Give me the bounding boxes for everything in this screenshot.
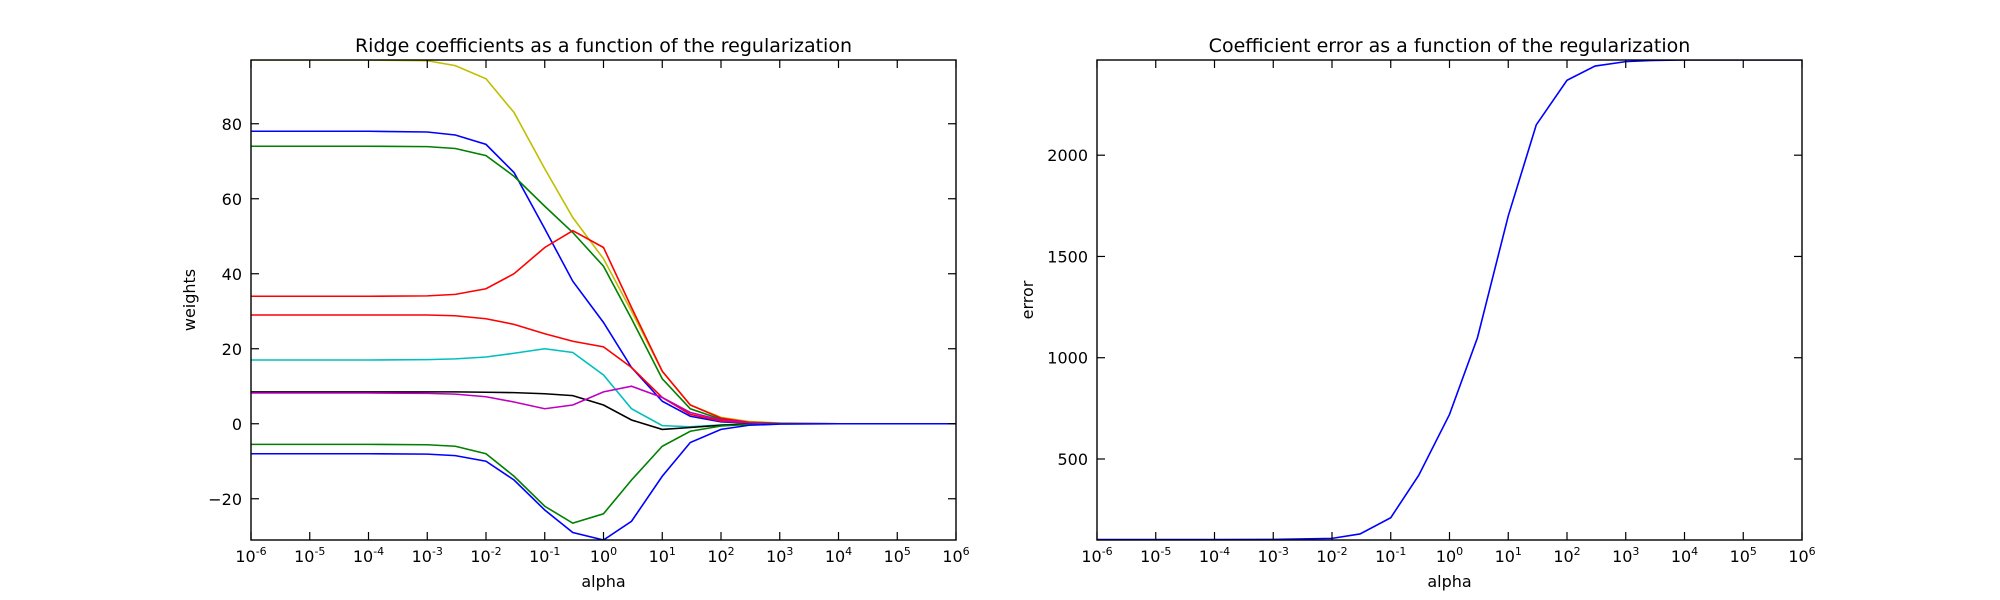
ridge-series-line-9 — [251, 422, 956, 540]
ridge-x-tick-label: 10-1 — [529, 545, 560, 566]
error-x-axis-label: alpha — [1427, 572, 1471, 591]
error-x-tick-label: 100 — [1436, 545, 1463, 566]
error-x-tick-label: 10-6 — [1081, 545, 1112, 566]
error-x-tick-label: 10-2 — [1316, 545, 1347, 566]
error-y-tick-label: 2000 — [1047, 146, 1088, 165]
ridge-x-tick-label: 104 — [825, 545, 852, 566]
error-x-tick-label: 10-1 — [1375, 545, 1406, 566]
error-x-tick-label: 106 — [1788, 545, 1815, 566]
ridge-x-tick-label: 101 — [649, 545, 676, 566]
error-y-tick-label: 1500 — [1047, 247, 1088, 266]
coefficient-error-chart: 10-6 10-5 10-4 10-3 10-2 10-1 100 101 102 103 104 1… — [1018, 35, 1816, 591]
ridge-y-tick-label: 20 — [222, 340, 242, 359]
error-x-tick-label: 105 — [1730, 545, 1757, 566]
ridge-y-axis-label: weights — [180, 269, 199, 331]
error-x-tick-label: 101 — [1495, 545, 1522, 566]
error-series-line-0 — [1097, 60, 1802, 540]
error-x-tick-label: 10-3 — [1258, 545, 1289, 566]
ridge-x-tick-label: 10-3 — [412, 545, 443, 566]
ridge-series-group — [251, 60, 956, 540]
error-y-tick-label: 500 — [1057, 450, 1088, 469]
ridge-chart-title: Ridge coefficients as a function of the … — [355, 35, 852, 57]
ridge-x-tick-label: 10-5 — [294, 545, 325, 566]
ridge-x-tick-label: 10-2 — [470, 545, 501, 566]
error-chart-title: Coefficient error as a function of the r… — [1209, 35, 1691, 57]
error-x-tick-label: 104 — [1671, 545, 1698, 566]
error-series-group — [1097, 60, 1802, 540]
ridge-y-tick-label: −20 — [208, 490, 242, 509]
ridge-x-tick-label: 100 — [590, 545, 617, 566]
error-y-axis-label: error — [1018, 280, 1037, 319]
ridge-y-tick-label: 80 — [222, 115, 242, 134]
ridge-x-tick-label: 105 — [884, 545, 911, 566]
error-y-tick-label: 1000 — [1047, 349, 1088, 368]
error-x-tick-label: 10-4 — [1199, 545, 1230, 566]
ridge-y-tick-label: 60 — [222, 190, 242, 209]
ridge-x-tick-label: 106 — [942, 545, 969, 566]
error-x-tick-label: 10-5 — [1140, 545, 1171, 566]
ridge-coefficients-chart: 10-6 10-5 10-4 10-3 10-2 10-1 100 101 102 103 104 1… — [180, 35, 970, 591]
error-x-tick-label: 102 — [1553, 545, 1580, 566]
ridge-y-tick-label: 0 — [232, 415, 242, 434]
ridge-y-tick-label: 40 — [222, 265, 242, 284]
ridge-x-axis-label: alpha — [581, 572, 625, 591]
ridge-x-tick-label: 103 — [766, 545, 793, 566]
ridge-x-tick-label: 10-6 — [235, 545, 266, 566]
ridge-x-tick-label: 102 — [707, 545, 734, 566]
ridge-series-line-7 — [251, 385, 956, 425]
error-x-tick-label: 103 — [1612, 545, 1639, 566]
ridge-x-tick-label: 10-4 — [353, 545, 384, 566]
